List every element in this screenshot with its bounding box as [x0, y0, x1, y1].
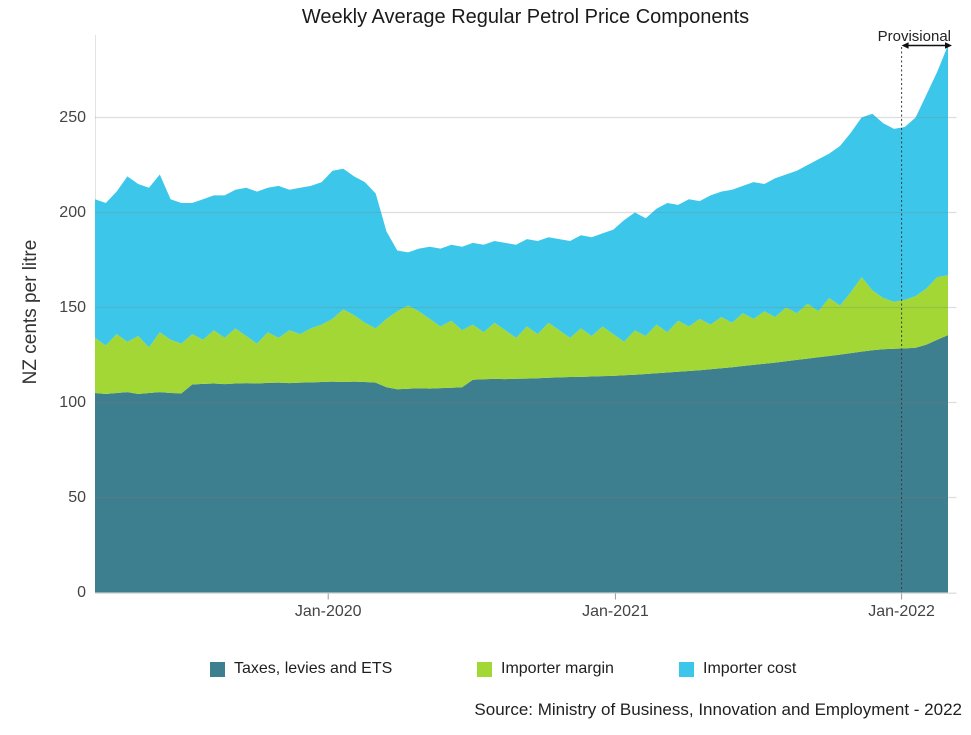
y-tick-label: 0 — [77, 583, 86, 601]
x-tick-label: Jan-2022 — [868, 603, 935, 620]
legend-item-1[interactable]: Importer margin — [477, 659, 614, 679]
stacked-areas — [95, 45, 948, 593]
arrowhead-icon — [901, 42, 909, 49]
legend-label: Taxes, levies and ETS — [234, 660, 393, 677]
legend-label: Importer cost — [703, 660, 797, 677]
x-tick-label: Jan-2021 — [582, 603, 649, 620]
y-tick-label: 50 — [68, 488, 86, 506]
area-series-1 — [95, 275, 948, 394]
legend-item-0[interactable]: Taxes, levies and ETS — [210, 659, 392, 679]
legend-swatch-icon — [679, 661, 694, 677]
source-credit: Source: Ministry of Business, Innovation… — [474, 700, 962, 719]
legend-swatch-icon — [210, 661, 225, 677]
x-tick-label: Jan-2020 — [294, 603, 362, 620]
y-tick-label: 150 — [59, 298, 86, 316]
provisional-annotation: Provisional — [877, 28, 951, 45]
area-series-0 — [95, 335, 948, 593]
y-tick-label: 200 — [59, 203, 86, 221]
y-tick-label: 100 — [59, 393, 86, 411]
legend-label: Importer margin — [501, 660, 614, 677]
gridlines — [95, 116, 957, 499]
arrowhead-icon — [945, 42, 952, 49]
legend-item-2[interactable]: Importer cost — [679, 659, 796, 679]
provisional-range-arrow-icon — [901, 42, 952, 49]
y-tick-label: 250 — [59, 108, 86, 126]
legend-swatch-icon — [477, 661, 492, 677]
chart-title: Weekly Average Regular Petrol Price Comp… — [301, 6, 750, 28]
x-tick-marks — [327, 593, 903, 600]
area-series-2 — [95, 45, 948, 348]
